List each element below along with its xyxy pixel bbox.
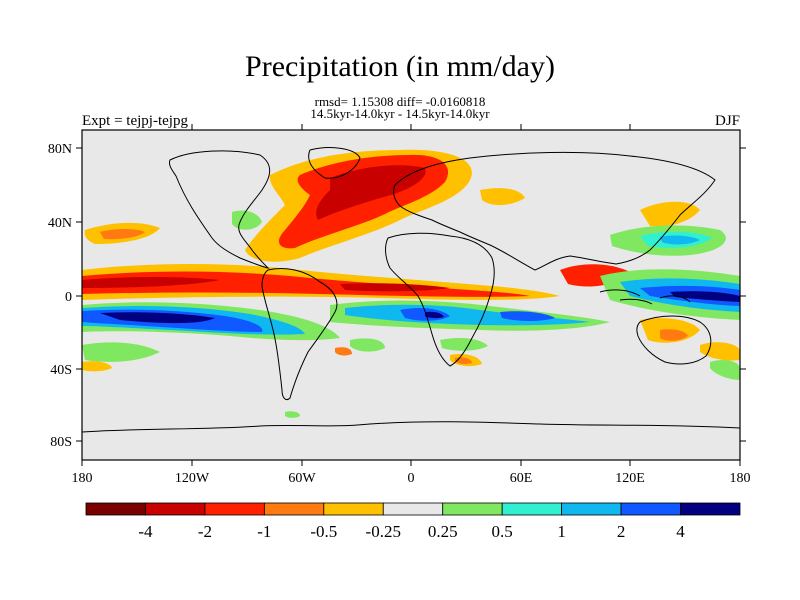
coast-greenland [308,147,361,179]
anomaly-region [500,311,555,321]
anomaly-region [350,338,385,352]
colorbar-swatch [620,502,681,516]
longitude-axis: 180 120W 60W 0 60E 120E 180 [72,124,751,486]
anomaly-region [660,329,688,341]
coast-europe-asia [393,151,716,271]
anomaly-region [316,165,426,220]
anomaly-region [335,347,352,356]
anomaly-region [285,411,300,418]
anomaly-region [440,338,488,351]
colorbar-swatch [561,502,622,516]
anomaly-region [640,201,700,227]
colorbar-swatch [263,502,325,516]
period-text: 14.5kyr-14.0kyr - 14.5kyr-14.0kyr [310,106,490,121]
colorbar-swatch [501,502,563,516]
latitude-axis: 80N 40N 0 40S 80S [48,142,746,450]
anomaly-region [82,342,160,362]
colorbar-label: -1 [257,522,271,541]
lat-label: 40N [48,216,72,231]
colorbar-label: 2 [617,522,626,541]
lon-label: 60W [288,471,316,486]
lon-label: 120E [615,471,645,486]
anomaly-region [82,361,112,372]
anomaly-region [100,229,145,240]
colorbar-swatch [323,502,384,516]
anomaly-region [710,360,740,380]
coast-africa [385,232,495,367]
colorbar-swatch [85,502,146,516]
anomaly-region [82,277,220,288]
colorbar-swatch [382,502,444,516]
experiment-label: Expt = tejpj-tejpg [82,113,188,129]
lon-label: 120W [175,471,210,486]
lat-label: 80N [48,142,72,157]
precip-anomaly-field [82,149,740,418]
lat-label: 40S [50,363,72,378]
anomaly-region [425,311,444,319]
anomaly-region [660,235,700,245]
colorbar-label: 0.5 [492,522,513,541]
colorbar-swatch [204,502,265,516]
anomaly-region [340,283,450,292]
colorbar-label: -0.25 [366,522,401,541]
lon-label: 180 [730,471,751,486]
lat-label: 80S [50,435,72,450]
anomaly-region [480,188,525,206]
colorbar-label: 4 [676,522,685,541]
colorbar-label: -2 [198,522,212,541]
coast-north-america [169,150,271,269]
coast-indonesia [599,289,691,305]
chart-title: Precipitation (in mm/day) [245,50,555,83]
rmsd-diff-text: rmsd= 1.15308 diff= -0.0160818 [314,94,486,109]
colorbar-label: 0.25 [428,522,458,541]
coast-antarctica [82,421,740,433]
lon-label: 0 [408,471,415,486]
colorbar-swatch [145,502,206,516]
anomaly-region [100,312,215,324]
anomaly-region [455,357,472,365]
anomaly-region [670,291,740,302]
lat-label: 0 [65,290,72,305]
colorbar-swatch [680,502,741,516]
lon-label: 60E [510,471,533,486]
colorbar: -4 -2 -1 -0.5 -0.25 0.25 0.5 1 2 4 [85,502,741,541]
coast-south-america [261,268,338,401]
colorbar-swatch [442,502,503,516]
colorbar-label: -4 [138,522,153,541]
stats-block: rmsd= 1.15308 diff= -0.0160818 14.5kyr-1… [0,95,800,123]
anomaly-region [232,210,262,230]
season-label: DJF [714,113,740,129]
colorbar-label: -0.5 [310,522,337,541]
lon-label: 180 [72,471,93,486]
coast-australia [636,315,712,365]
colorbar-label: 1 [557,522,566,541]
coastlines [82,147,740,433]
